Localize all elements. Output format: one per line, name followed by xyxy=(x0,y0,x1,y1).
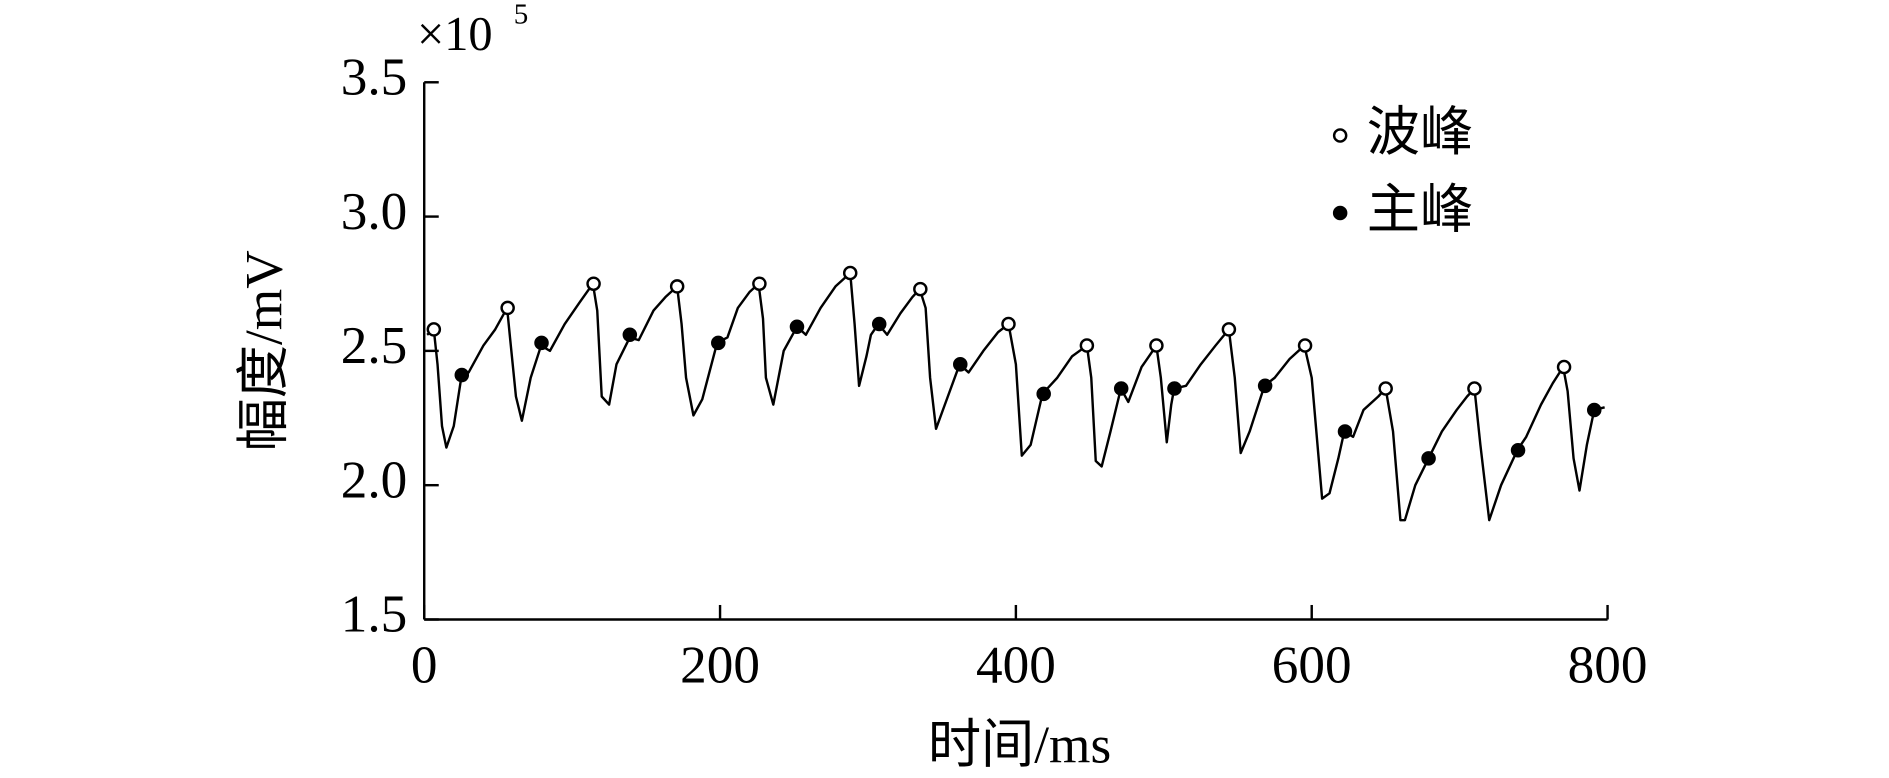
peak-marker xyxy=(1556,359,1572,375)
legend-marker xyxy=(1332,205,1348,221)
x-tick-label: 400 xyxy=(976,636,1056,695)
peak-marker xyxy=(1378,381,1393,396)
x-tick-label: 800 xyxy=(1568,636,1648,695)
peak-marker xyxy=(1297,338,1313,353)
legend-label: 波峰 xyxy=(1367,103,1473,162)
main-peak-marker xyxy=(1167,381,1182,396)
peak-marker xyxy=(1467,381,1482,396)
peak-marker xyxy=(500,300,515,316)
peak-marker xyxy=(913,281,928,297)
waveform-line xyxy=(426,271,1605,522)
y-multiplier-exponent: 5 xyxy=(514,0,529,31)
peak-marker xyxy=(752,276,767,291)
legend-label: 主峰 xyxy=(1367,181,1473,240)
peak-marker xyxy=(1001,316,1016,332)
main-peak-marker xyxy=(953,357,968,372)
peak-marker xyxy=(586,276,601,291)
main-peak-marker xyxy=(622,327,638,343)
main-peak-marker xyxy=(789,319,805,334)
peak-marker xyxy=(1221,322,1237,337)
legend-marker xyxy=(1332,128,1348,143)
main-peak-marker xyxy=(1257,378,1273,394)
main-peak-marker xyxy=(871,316,887,332)
y-tick-label: 2.5 xyxy=(341,316,408,375)
peak-marker xyxy=(1079,338,1095,353)
main-peak-marker xyxy=(1036,386,1051,402)
main-peak-marker xyxy=(1337,424,1353,439)
main-peak-marker xyxy=(1586,402,1602,418)
x-tick-label: 0 xyxy=(411,636,438,695)
y-tick-label: 3.5 xyxy=(341,47,408,106)
peak-marker xyxy=(1149,338,1164,353)
x-axis-label: 时间/ms xyxy=(928,715,1111,774)
peak-marker xyxy=(426,322,442,337)
y-tick-label: 1.5 xyxy=(341,585,408,644)
peak-marker xyxy=(842,265,858,281)
x-tick-label: 200 xyxy=(680,636,760,695)
main-peak-marker xyxy=(454,367,470,383)
main-peak-marker xyxy=(1421,451,1436,466)
y-tick-label: 2.0 xyxy=(341,450,408,509)
y-tick-label: 3.0 xyxy=(341,182,408,241)
main-peak-marker xyxy=(711,335,726,351)
x-tick-label: 600 xyxy=(1272,636,1352,695)
y-multiplier: ×10 xyxy=(417,8,493,61)
main-peak-marker xyxy=(1510,443,1526,458)
main-peak-marker xyxy=(1113,381,1129,396)
y-axis-label: 幅度/mV xyxy=(235,250,294,451)
main-peak-marker xyxy=(534,335,549,351)
peak-marker xyxy=(669,279,685,294)
